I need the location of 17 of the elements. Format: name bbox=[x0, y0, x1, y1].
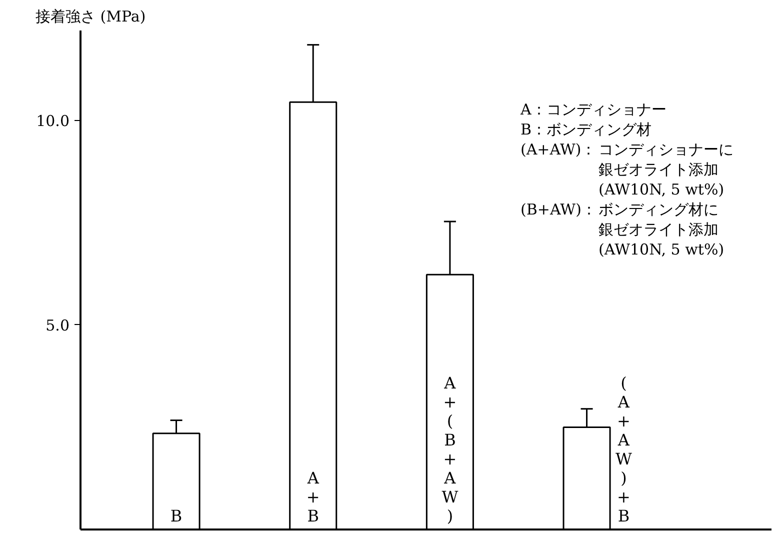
annotation: (AW10N, 5 wt%) bbox=[598, 180, 724, 198]
annotation: ボンディング材に bbox=[598, 200, 718, 218]
annotation: A：コンディショナー bbox=[520, 100, 666, 118]
annotation: 銀ゼオライト添加 bbox=[598, 220, 718, 238]
x-tick-label: B bbox=[170, 506, 182, 526]
x-tick-label: (A+AW)+B bbox=[616, 374, 632, 526]
annotation: B：ボンディング材 bbox=[520, 120, 652, 138]
annotation: コンディショナーに bbox=[598, 140, 734, 158]
x-tick-label: A+B bbox=[306, 468, 320, 526]
annotation: (B+AW)： bbox=[520, 200, 596, 218]
x-tick-label: A+(B+AW) bbox=[442, 374, 459, 526]
annotation: (AW10N, 5 wt%) bbox=[598, 240, 724, 258]
y-tick-label: 10.0 bbox=[36, 112, 70, 130]
y-tick-label: 5.0 bbox=[46, 316, 70, 334]
annotation: (A+AW)： bbox=[520, 140, 596, 158]
annotation: 銀ゼオライト添加 bbox=[598, 160, 718, 178]
y-axis-title: 接着強さ (MPa) bbox=[36, 8, 146, 26]
